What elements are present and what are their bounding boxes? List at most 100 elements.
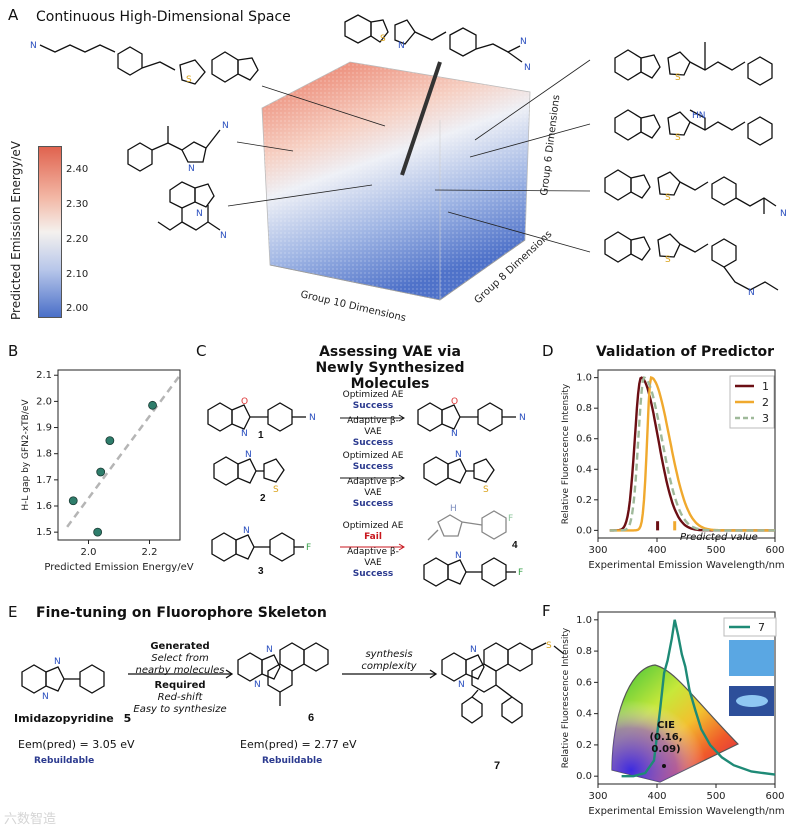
- svg-text:N: N: [188, 164, 195, 174]
- svg-text:F: F: [306, 543, 311, 553]
- y-tick-label: 2.1: [36, 370, 52, 381]
- panel-c-title-line1: Assessing VAE via: [319, 344, 461, 360]
- cie-label-block: CIE (0.16, 0.09): [636, 720, 696, 756]
- svg-text:S: S: [380, 34, 386, 44]
- y-tick-label: 0.0: [576, 771, 592, 782]
- y-tick-label: 1.9: [36, 423, 52, 434]
- svg-text:H: H: [450, 504, 457, 514]
- colorbar-tick: 2.40: [66, 164, 88, 175]
- solid-sample: [736, 695, 768, 707]
- svg-text:S: S: [675, 133, 681, 143]
- cie-diagram: [611, 664, 740, 783]
- svg-text:S: S: [483, 485, 489, 495]
- svg-text:S: S: [186, 75, 192, 85]
- y-tick-label: 1.8: [36, 449, 52, 460]
- mol6-number: 6: [308, 712, 315, 724]
- result-label: Success: [352, 438, 394, 448]
- method-label: Optimized AE: [342, 390, 404, 400]
- svg-text:N: N: [266, 645, 273, 655]
- x-tick-label: 300: [588, 545, 607, 556]
- x-tick-label: 600: [765, 545, 784, 556]
- colorbar: [38, 146, 62, 318]
- generated-text: nearby molecules: [135, 665, 225, 676]
- panel-c-title-line2: Newly Synthesized Molecules: [315, 360, 465, 392]
- data-point: [68, 496, 78, 506]
- compound-number: 4: [512, 540, 518, 551]
- cie-coords: (0.16, 0.09): [649, 732, 683, 755]
- y-tick-label: 1.5: [36, 527, 52, 538]
- result-label: Success: [352, 401, 394, 411]
- generated-text: Select from: [151, 653, 209, 664]
- y-tick-label: 1.6: [36, 501, 52, 512]
- result-label: Success: [352, 462, 394, 472]
- plot-frame: [597, 369, 776, 539]
- emission-photo: [729, 640, 774, 676]
- reaction-row-1: Optimized AE Success Adaptive β-VAE Succ…: [340, 390, 406, 449]
- method-label: Adaptive β-VAE: [347, 547, 399, 568]
- panel-a-title: Continuous High-Dimensional Space: [36, 9, 291, 25]
- legend-label: 2: [762, 396, 769, 409]
- method-label: Optimized AE: [342, 451, 404, 461]
- mol6-energy: Eem(pred) = 2.77 eV: [240, 738, 357, 751]
- generated-block: Generated Select from nearby molecules: [128, 641, 232, 677]
- svg-text:N: N: [220, 231, 227, 241]
- svg-text:HN: HN: [692, 111, 706, 121]
- svg-text:N: N: [519, 413, 526, 423]
- x-tick-label: 300: [588, 791, 607, 802]
- svg-text:O: O: [451, 397, 458, 407]
- svg-text:S: S: [546, 641, 552, 651]
- result-label: Fail: [364, 532, 382, 542]
- data-point: [105, 436, 115, 446]
- data-point: [93, 527, 103, 537]
- compound-number: 3: [258, 566, 264, 577]
- y-tick-label: 1.0: [576, 373, 592, 384]
- colorbar-tick: 2.20: [66, 234, 88, 245]
- y-tick-label: 0.2: [576, 740, 592, 751]
- svg-text:N: N: [241, 429, 248, 439]
- svg-text:N: N: [520, 37, 527, 47]
- compound-number: 1: [258, 430, 264, 441]
- colorbar-tick: 2.00: [66, 303, 88, 314]
- predicted-value-annotation: Predicted value: [680, 532, 758, 543]
- y-tick-label: 0.4: [576, 464, 592, 475]
- series-line-7: [621, 619, 776, 778]
- svg-text:N: N: [54, 657, 61, 667]
- svg-text:S: S: [273, 485, 279, 495]
- svg-text:N: N: [470, 645, 477, 655]
- legend-label: 7: [758, 621, 765, 634]
- panel-d-title: Validation of Predictor: [595, 344, 775, 360]
- y-tick-label: 2.0: [36, 396, 52, 407]
- svg-text:N: N: [243, 526, 250, 536]
- result-label: Success: [352, 499, 394, 509]
- svg-text:F: F: [518, 568, 523, 578]
- result-label: Success: [352, 569, 394, 579]
- generated-label: Generated: [150, 641, 210, 652]
- required-label: Required: [154, 680, 206, 691]
- watermark: 六数智造: [4, 812, 57, 827]
- panel-letter-f: F: [542, 602, 551, 620]
- svg-text:N: N: [398, 41, 405, 51]
- panel-letter-d: D: [542, 342, 554, 360]
- y-axis-label: H-L gap by GFN2-xTB/eV: [21, 399, 31, 511]
- colorbar-tick: 2.10: [66, 269, 88, 280]
- required-text: Easy to synthesize: [133, 704, 227, 715]
- data-point: [96, 467, 106, 477]
- mol5-energy: Eem(pred) = 3.05 eV: [18, 738, 135, 751]
- y-tick-label: 0.4: [576, 709, 592, 720]
- y-tick-label: 1.0: [576, 615, 592, 626]
- synthesis-text: complexity: [361, 661, 417, 672]
- method-label: Adaptive β-VAE: [347, 477, 399, 498]
- colorbar-label: Predicted Emission Energy/eV: [9, 140, 23, 320]
- reaction-row-3: Optimized AE Fail Adaptive β-VAE Success: [340, 521, 406, 580]
- fit-line: [66, 374, 182, 528]
- required-text: Red-shift: [157, 692, 203, 703]
- mol5-name-block: Imidazopyridine 5: [14, 712, 131, 725]
- panel-letter-c: C: [196, 342, 207, 360]
- svg-text:S: S: [665, 255, 671, 265]
- legend-label: 3: [762, 412, 769, 425]
